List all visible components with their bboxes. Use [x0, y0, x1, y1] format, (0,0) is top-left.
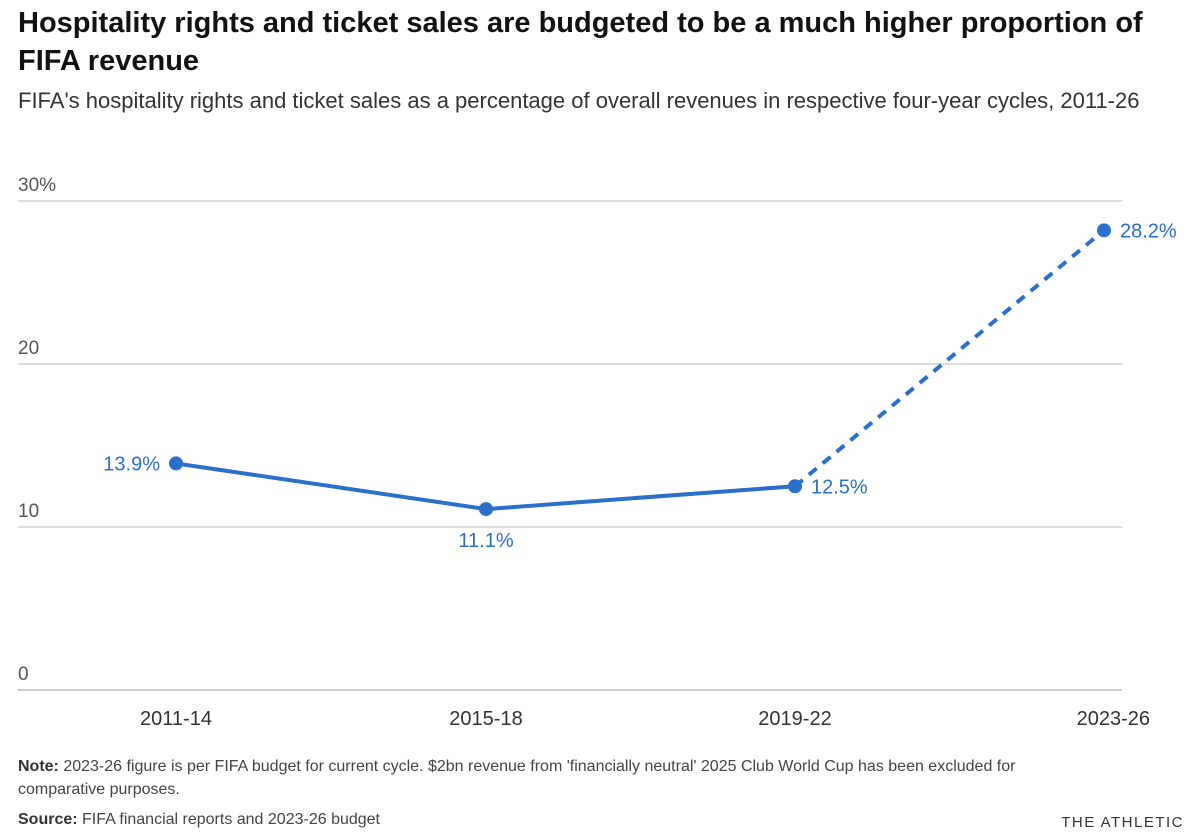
data-point — [169, 456, 183, 471]
data-point — [1097, 223, 1111, 238]
chart-source: Source: FIFA financial reports and 2023-… — [18, 811, 380, 829]
note-text: 2023-26 figure is per FIFA budget for cu… — [18, 758, 1016, 798]
note-label: Note: — [18, 758, 59, 775]
chart-title: Hospitality rights and ticket sales are … — [18, 7, 1143, 77]
x-tick-label: 2019-22 — [758, 708, 831, 730]
data-label: 11.1% — [458, 530, 513, 552]
x-tick-label: 2023-26 — [1077, 708, 1150, 730]
brand-logo: THE ATHLETIC — [1061, 814, 1184, 831]
x-tick-label: 2011-14 — [140, 708, 212, 730]
y-tick-label: 0 — [18, 664, 29, 685]
x-tick-label: 2015-18 — [449, 708, 522, 730]
data-point — [788, 479, 802, 494]
chart-subtitle: FIFA's hospitality rights and ticket sal… — [18, 88, 1140, 113]
data-label: 12.5% — [811, 476, 868, 498]
source-label: Source: — [18, 811, 78, 828]
chart-note: Note: 2023-26 figure is per FIFA budget … — [18, 755, 1038, 801]
y-tick-label: 20 — [18, 338, 39, 359]
y-tick-label: 10 — [18, 501, 39, 522]
data-label: 13.9% — [103, 453, 160, 475]
y-tick-label: 30% — [18, 175, 56, 196]
source-text: FIFA financial reports and 2023-26 budge… — [77, 811, 380, 828]
data-point — [479, 502, 493, 517]
series-line-projected — [793, 228, 1106, 488]
data-label: 28.2% — [1120, 220, 1177, 242]
